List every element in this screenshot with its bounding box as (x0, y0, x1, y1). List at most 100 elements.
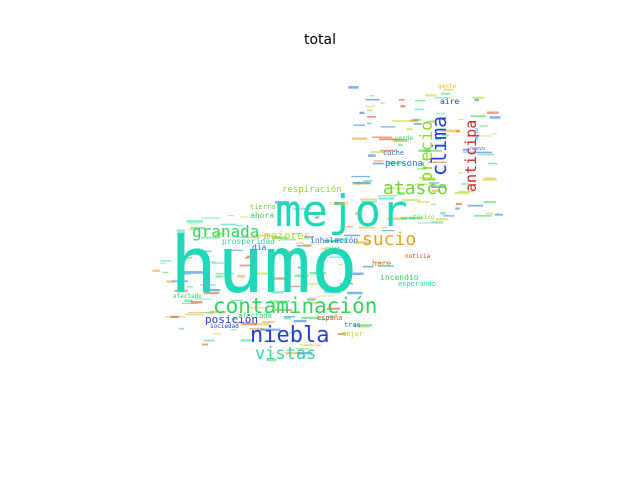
filler-mark (302, 244, 314, 246)
filler-mark (337, 333, 346, 335)
word-9: anticipa (462, 120, 480, 192)
filler-mark (483, 201, 496, 204)
filler-mark (292, 208, 311, 210)
filler-mark (363, 265, 374, 268)
filler-mark (315, 216, 320, 219)
filler-mark (287, 250, 297, 254)
filler-mark (386, 187, 406, 190)
filler-mark (495, 213, 503, 216)
filler-mark (260, 328, 280, 331)
word-34: verde (395, 135, 413, 142)
filler-mark (329, 256, 346, 258)
filler-mark (440, 212, 446, 215)
filler-mark (474, 98, 479, 102)
filler-mark (462, 148, 470, 151)
word-7: clima (427, 116, 451, 176)
filler-mark (338, 263, 343, 266)
filler-mark (487, 162, 498, 165)
filler-mark (204, 250, 212, 252)
filler-mark (179, 327, 185, 330)
filler-mark (431, 189, 439, 192)
filler-mark (475, 135, 492, 137)
filler-mark (296, 249, 304, 253)
filler-mark (297, 352, 313, 355)
filler-mark (367, 116, 377, 118)
word-22: coche (383, 149, 404, 157)
filler-mark (352, 182, 371, 184)
filler-mark (274, 277, 288, 280)
filler-mark (331, 239, 348, 242)
filler-mark (270, 291, 284, 294)
filler-mark (296, 348, 310, 350)
filler-mark (203, 311, 214, 314)
filler-mark (202, 261, 217, 263)
filler-mark (162, 271, 169, 274)
word-14: respiración (282, 184, 342, 195)
filler-mark (159, 262, 166, 265)
filler-mark (241, 322, 258, 326)
filler-mark (477, 154, 494, 156)
filler-mark (425, 94, 437, 97)
filler-mark (316, 215, 321, 217)
filler-mark (419, 176, 435, 180)
filler-mark (216, 274, 225, 276)
filler-mark (346, 226, 353, 228)
filler-mark (215, 275, 224, 278)
filler-mark (347, 291, 363, 295)
filler-mark (152, 269, 161, 272)
filler-mark (297, 266, 306, 269)
word-37: ciudad (330, 201, 348, 207)
filler-mark (181, 302, 198, 305)
filler-mark (234, 236, 248, 238)
filler-mark (290, 233, 300, 234)
filler-mark (215, 233, 226, 236)
word-15: prosperidad (222, 237, 275, 246)
filler-mark (190, 226, 205, 229)
filler-mark (486, 212, 493, 215)
filler-mark (430, 203, 437, 205)
filler-mark (413, 123, 422, 125)
filler-mark (237, 275, 245, 278)
filler-mark (372, 162, 384, 165)
filler-mark (231, 318, 239, 321)
filler-mark (366, 122, 372, 125)
filler-mark (183, 271, 204, 274)
filler-mark (359, 325, 370, 328)
filler-mark (327, 315, 334, 318)
filler-mark (305, 283, 325, 285)
filler-mark (382, 230, 395, 232)
filler-mark (443, 88, 454, 91)
filler-mark (266, 358, 277, 362)
filler-mark (181, 273, 191, 275)
word-8: precio (417, 121, 437, 182)
filler-mark (262, 321, 275, 323)
filler-mark (377, 195, 397, 197)
filler-mark (294, 274, 309, 277)
filler-mark (203, 288, 221, 292)
word-35: afectado (173, 293, 202, 300)
word-13: posición (205, 313, 258, 326)
filler-mark (470, 115, 486, 118)
word-30: esperando (398, 280, 436, 288)
filler-mark (305, 244, 310, 248)
filler-mark (188, 312, 205, 314)
word-40: alto (474, 128, 480, 140)
filler-mark (231, 299, 243, 302)
filler-mark (430, 221, 444, 224)
filler-mark (491, 133, 498, 135)
filler-mark (282, 239, 296, 241)
filler-mark (353, 324, 373, 327)
filler-mark (423, 149, 443, 152)
filler-mark (440, 129, 460, 133)
filler-mark (287, 285, 304, 288)
filler-mark (402, 199, 421, 202)
word-4: niebla (250, 323, 329, 348)
filler-mark (228, 215, 234, 217)
filler-mark (307, 297, 317, 299)
filler-mark (358, 226, 376, 229)
word-39: sol (352, 181, 361, 187)
filler-mark (427, 161, 447, 163)
filler-mark (353, 124, 366, 126)
filler-mark (204, 292, 220, 295)
